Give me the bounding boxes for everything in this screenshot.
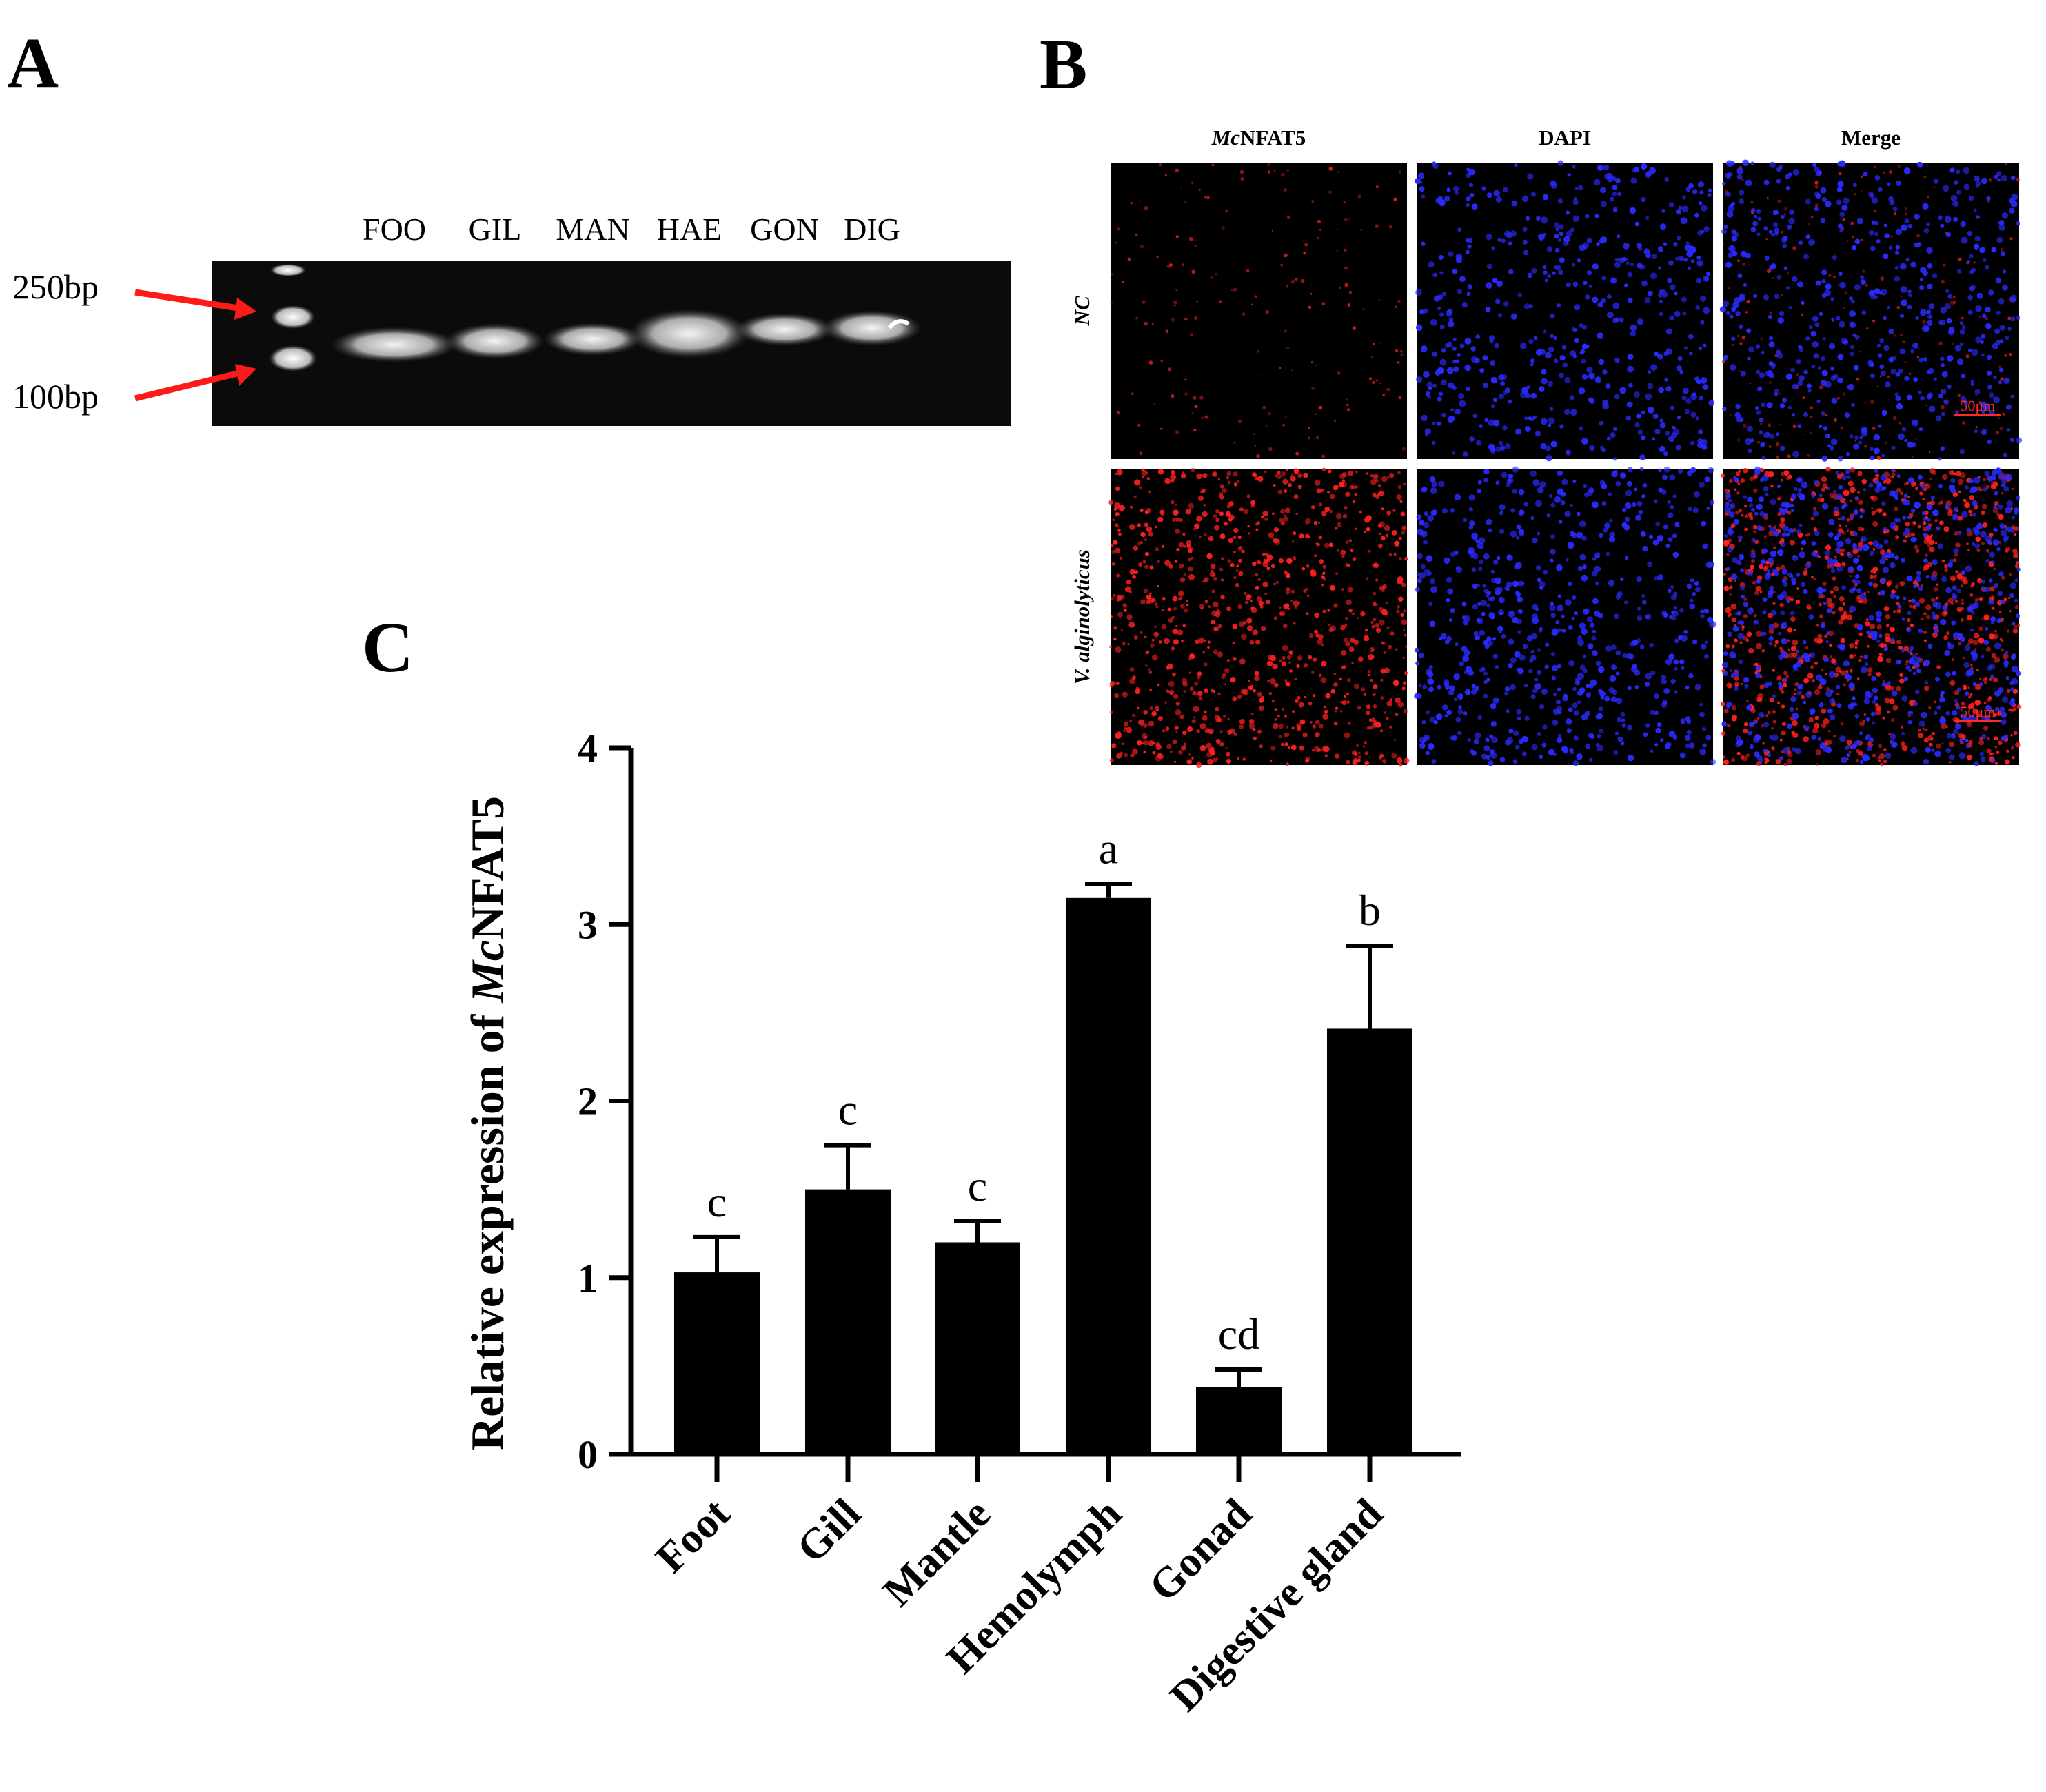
gel-band [331,327,458,363]
arrow-icon-250bp [134,289,256,320]
gel-lane-label: FOO [363,212,426,247]
panel-a-letter: A [7,23,59,103]
gel-lane-label: DIG [844,212,900,247]
chart-axes: 0 1 2 3 4 [578,726,1461,1482]
gel-band [629,309,750,358]
bar [674,1272,760,1454]
bar [805,1189,891,1454]
gel-lane-labels: FOO GIL MAN HAE GON DIG [363,212,900,247]
column-header-suffix: DAPI [1539,125,1591,150]
significance-label: a [1099,824,1118,873]
scale-bar-label: 50μm [1961,397,1996,414]
significance-label: c [838,1086,858,1134]
column-header-suffix: NFAT5 [1240,125,1306,150]
bar [1066,897,1151,1454]
x-tick-label: Gonad [1140,1490,1261,1611]
microscopy-column-header: Merge [1841,125,1901,150]
gel-lane-label: GON [750,212,819,247]
bar [1327,1028,1412,1454]
y-tick-label: 4 [578,726,598,771]
microscopy-tiles: 50μm 50μm [1108,159,2023,768]
gel-band [543,323,642,356]
microscopy-tile [1414,466,1716,766]
gel-lane-label: GIL [469,212,522,247]
y-axis-label: Relative expression of McNFAT5 [461,796,514,1451]
significance-label: b [1359,886,1381,935]
microscopy-row-header: NC [1070,296,1094,326]
chart-bars [674,882,1412,1454]
significance-label: c [968,1161,987,1210]
y-axis-label-gene-prefix: Mc [461,940,514,1004]
gel-bands [331,309,922,363]
gel-band [822,310,922,346]
microscopy-tile [1415,160,1714,462]
scale-bar-label: 50μm [1961,703,1996,720]
microscopy-tile [1108,467,1410,768]
y-tick-label: 2 [578,1079,598,1124]
microscopy-tile [1109,162,1407,459]
column-header-suffix: Merge [1841,125,1901,150]
y-axis-label-gene-suffix: NFAT5 [461,796,514,940]
marker-label-100bp: 100bp [12,377,99,416]
microscopy-row-headers: NC V. alginolyticus [1070,296,1094,684]
y-tick-label: 3 [578,902,598,947]
marker-label-250bp: 250bp [12,267,99,306]
microscopy-tile: 50μm [1719,159,2023,462]
panel-c-letter: C [362,608,414,687]
significance-label: cd [1218,1310,1259,1358]
panel-b-letter: B [1040,25,1088,104]
scale-bar: 50μm [1954,703,2001,722]
microscopy-tile: 50μm [1720,466,2022,766]
scale-bar: 50μm [1954,397,2001,416]
bar [1196,1387,1282,1454]
y-tick-label: 1 [578,1256,598,1301]
bar [935,1242,1020,1454]
arrow-icon-100bp [134,364,256,402]
microscopy-column-headers: McNFAT5 DAPI Merge [1211,125,1901,150]
microscopy-column-header: McNFAT5 [1211,125,1306,150]
gel-band [445,323,545,359]
y-axis-label-prefix: Relative expression of [461,1003,514,1451]
column-header-prefix: Mc [1211,125,1241,150]
y-tick-label: 0 [578,1432,598,1477]
gel-band [735,313,834,346]
microscopy-panel: McNFAT5 DAPI Merge NC V. alginolyticus 50μm… [1070,125,2023,768]
microscopy-column-header: DAPI [1539,125,1591,150]
x-tick-label: Foot [647,1490,740,1582]
gel-ladder [269,264,317,371]
gel-lane-label: MAN [556,212,629,247]
x-tick-label: Mantle [874,1490,1000,1616]
gel-artifact [887,319,910,329]
gel-lane-label: HAE [657,212,722,247]
gel-panel: FOO GIL MAN HAE GON DIG 250bp 100bp [12,212,1011,426]
x-tick-label: Gill [788,1490,870,1572]
significance-label: c [707,1177,727,1226]
microscopy-row-header: V. alginolyticus [1070,549,1094,684]
